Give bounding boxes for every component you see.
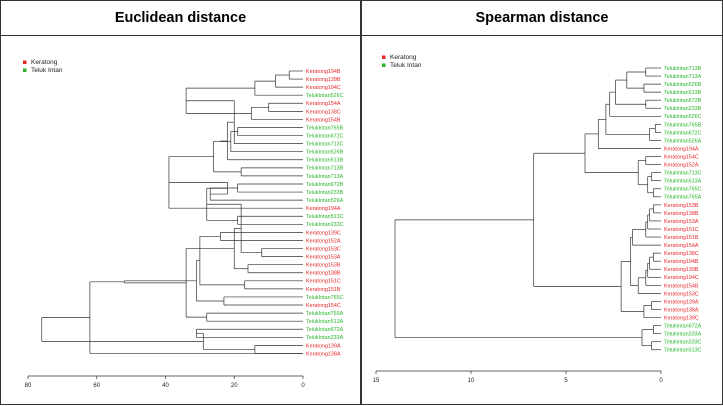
- spearman-leaf-label: Keratong154C: [664, 154, 699, 160]
- euclid-leaf-label: TelukIntan233C: [306, 222, 344, 228]
- euclid-leaf-label: TelukIntan513A: [306, 319, 344, 325]
- euclidean-panel: Euclidean distance Keratong194B Keratong1…: [0, 0, 361, 405]
- spearman-leaf-label: TelukIntan513A: [664, 179, 702, 185]
- spearman-leaf-label: Keratong153A: [664, 219, 699, 225]
- euclid-leaf-label: TelukIntan672A: [306, 327, 344, 333]
- spearman-tick-label: 15: [373, 378, 380, 384]
- spearman-leaf-label: TelukIntan233A: [664, 332, 702, 338]
- spearman-legend-label: Keratong: [390, 54, 417, 61]
- spearman-leaf-label: TelukIntan526B: [664, 82, 702, 88]
- spearman-leaf-label: Keratong139A: [664, 299, 699, 305]
- euclid-leaf-label: Keratong151C: [306, 279, 341, 285]
- euclid-leaf-label: TelukIntan233A: [306, 335, 344, 341]
- spearman-leaf-label: Keratong139B: [664, 267, 699, 273]
- spearman-leaf-label: TelukIntan513B: [664, 90, 702, 96]
- spearman-title: Spearman distance: [362, 1, 722, 36]
- euclid-leaf-label: TelukIntan713B: [306, 166, 344, 172]
- euclid-leaf-label: TelukIntan765B: [306, 125, 344, 131]
- euclid-tick-label: 20: [231, 383, 238, 389]
- euclid-leaf-label: Keratong152A: [306, 238, 341, 244]
- euclid-leaf-label: TelukIntan713A: [306, 174, 344, 180]
- euclid-leaf-label: TelukIntan765C: [306, 295, 344, 301]
- spearman-leaf-label: Keratong153B: [664, 203, 699, 209]
- spearman-leaf-label: Keratong138A: [664, 307, 699, 313]
- spearman-leaf-label: Keratong194A: [664, 146, 699, 152]
- euclid-legend-swatch: [23, 68, 27, 72]
- euclid-leaf-label: Keratong154C: [306, 303, 341, 309]
- spearman-leaf-label: Keratong151B: [664, 235, 699, 241]
- spearman-legend-swatch: [382, 63, 386, 67]
- euclid-leaf-label: Keratong139C: [306, 230, 341, 236]
- euclid-leaf-label: TelukIntan233B: [306, 190, 344, 196]
- spearman-leaf-label: Keratong154A: [664, 243, 699, 249]
- spearman-leaf-label: Keratong154B: [664, 283, 699, 289]
- euclid-leaf-label: Keratong139A: [306, 343, 341, 349]
- spearman-leaf-label: Keratong138B: [664, 211, 699, 217]
- spearman-leaf-label: Keratong139C: [664, 315, 699, 321]
- spearman-leaf-label: TelukIntan672A: [664, 324, 702, 330]
- euclid-leaf-label: Keratong139B: [306, 77, 341, 83]
- euclid-leaf-label: Keratong154B: [306, 117, 341, 123]
- spearman-leaf-label: Keratong194B: [664, 259, 699, 265]
- euclid-tick-label: 40: [162, 383, 169, 389]
- euclid-legend-swatch: [23, 60, 27, 64]
- euclid-leaf-label: TelukIntan713C: [306, 142, 344, 148]
- spearman-leaf-label: TelukIntan713C: [664, 171, 702, 177]
- euclid-leaf-label: Keratong153B: [306, 263, 341, 269]
- euclid-leaf-label: TelukIntan526C: [306, 93, 344, 99]
- spearman-tick-label: 10: [468, 378, 475, 384]
- spearman-tick-label: 0: [659, 378, 663, 384]
- spearman-legend-swatch: [382, 55, 386, 59]
- spearman-leaf-label: TelukIntan513C: [664, 348, 702, 354]
- euclid-leaf-label: Keratong153A: [306, 255, 341, 261]
- euclid-leaf-label: TelukIntan513C: [306, 214, 344, 220]
- euclid-leaf-label: TelukIntan513B: [306, 158, 344, 164]
- spearman-leaf-label: Keratong151C: [664, 227, 699, 233]
- euclid-leaf-label: Keratong153C: [306, 246, 341, 252]
- euclid-leaf-label: Keratong138C: [306, 109, 341, 115]
- euclid-leaf-label: TelukIntan672B: [306, 182, 344, 188]
- euclid-legend-label: Keratong: [31, 59, 58, 66]
- spearman-leaf-label: TelukIntan672B: [664, 98, 702, 104]
- spearman-leaf-label: TelukIntan713A: [664, 74, 702, 80]
- spearman-legend-label: Teluk Intan: [390, 62, 422, 69]
- euclid-leaf-label: Keratong194A: [306, 206, 341, 212]
- euclid-leaf-label: Keratong154A: [306, 101, 341, 107]
- spearman-leaf-label: TelukIntan765C: [664, 187, 702, 193]
- euclid-leaf-label: TelukIntan765A: [306, 311, 344, 317]
- spearman-leaf-label: TelukIntan672C: [664, 130, 702, 136]
- euclid-leaf-label: TelukIntan526A: [306, 198, 344, 204]
- euclid-leaf-label: TelukIntan672C: [306, 133, 344, 139]
- spearman-leaf-label: Keratong153C: [664, 291, 699, 297]
- euclid-legend-label: Teluk Intan: [31, 67, 63, 74]
- spearman-leaf-label: TelukIntan526C: [664, 114, 702, 120]
- spearman-leaf-label: Keratong138C: [664, 251, 699, 257]
- spearman-leaf-label: TelukIntan526A: [664, 138, 702, 144]
- euclid-tick-label: 80: [25, 383, 32, 389]
- spearman-leaf-label: Keratong194C: [664, 275, 699, 281]
- euclid-tick-label: 0: [301, 383, 305, 389]
- euclid-leaf-label: Keratong138A: [306, 351, 341, 357]
- spearman-tick-label: 5: [564, 378, 568, 384]
- spearman-leaf-label: TelukIntan233B: [664, 106, 702, 112]
- euclid-leaf-label: Keratong194B: [306, 69, 341, 75]
- spearman-leaf-label: TelukIntan713B: [664, 66, 702, 72]
- euclid-tick-label: 60: [93, 383, 100, 389]
- spearman-leaf-label: TelukIntan765A: [664, 195, 702, 201]
- euclid-leaf-label: Keratong194C: [306, 85, 341, 91]
- euclid-leaf-label: Keratong138B: [306, 271, 341, 277]
- euclidean-title: Euclidean distance: [1, 1, 360, 36]
- euclid-leaf-label: Keratong151B: [306, 287, 341, 293]
- spearman-leaf-label: TelukIntan233C: [664, 340, 702, 346]
- euclidean-dendrogram: Keratong194B Keratong139B Keratong194C Telu…: [23, 59, 344, 389]
- spearman-leaf-label: Keratong152A: [664, 163, 699, 169]
- spearman-leaf-label: TelukIntan765B: [664, 122, 702, 128]
- euclid-leaf-label: TelukIntan526B: [306, 150, 344, 156]
- spearman-panel: Spearman distance TelukIntan713B TelukInt…: [361, 0, 723, 405]
- spearman-dendrogram: TelukIntan713B TelukIntan713A TelukIntan52…: [373, 54, 702, 384]
